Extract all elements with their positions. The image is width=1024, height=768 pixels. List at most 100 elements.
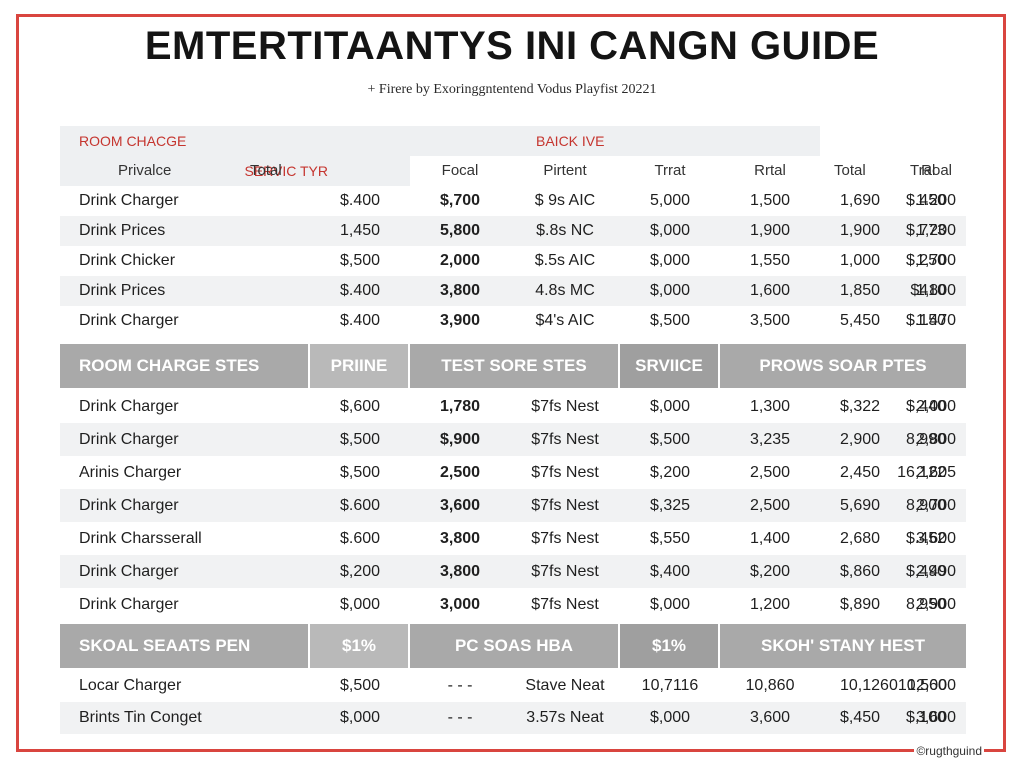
row-value: 1,200 [749, 595, 791, 613]
row-value: 16,122 [897, 463, 946, 481]
header-blank [720, 126, 820, 156]
row-value: 1,450 [310, 216, 410, 246]
row-value: 2,450 [840, 463, 881, 481]
row-value-group: 5,450 $.150 [820, 306, 966, 336]
row-value: $.150 [905, 312, 946, 329]
row-value: $,860 [840, 562, 881, 580]
row-value: 3,800 [410, 276, 510, 306]
row-label: Locar Charger [79, 677, 182, 694]
row-value: 10,7116 [641, 677, 699, 694]
row-label: Drink Charsserall [79, 529, 202, 547]
row-value: 4.8s MC [510, 276, 620, 306]
table-row: Drink Charger $,000 3,000 $7fs Nest $,000 1,2… [60, 588, 966, 621]
row-value: 1,900 [720, 216, 820, 246]
row-value: 10,860 [745, 677, 795, 694]
subheader-pirtent: Pirtent [543, 161, 587, 179]
row-value: $,550 [649, 529, 691, 547]
row-value-group: 2,450 16,122 [820, 456, 966, 489]
row-value: $7fs Nest [531, 529, 599, 547]
row-value: 3.57s Neat [510, 702, 620, 734]
table-row: Drink Chicker $,500 2,000 $.5s AIC $,000 1,55… [60, 246, 966, 276]
row-value: $,500 [339, 677, 381, 694]
section-3-col-pc: PC SOAS HBA [410, 624, 620, 668]
subheader-total-2: Total [834, 161, 866, 179]
row-value: $.5s AIC [534, 252, 596, 269]
row-label: Arinis Charger [79, 463, 182, 481]
row-value: 1,400 [749, 529, 791, 547]
row-value-group: 5,690 8,900 [820, 489, 966, 522]
row-value: 1,780 [439, 397, 481, 415]
row-value: 5,450 [840, 312, 881, 329]
row-value-group: $,450 $,100 [820, 702, 966, 734]
row-value: $,000 [620, 702, 720, 734]
header-service-type: SERVIC TYR [60, 156, 410, 186]
table-row: Drink Charger $.400 3,900 $4's AIC $,500 3,50… [60, 306, 966, 336]
row-value: $,500 [339, 463, 381, 481]
row-value: 2,680 [840, 529, 881, 547]
row-label: Drink Charger [79, 192, 179, 209]
row-value-group: $,890 8,950 [820, 588, 966, 621]
header-blank [410, 126, 510, 156]
row-value: $7fs Nest [531, 463, 599, 481]
table-row: Drink Prices $.400 3,800 4.8s MC $,000 1,600 1… [60, 276, 966, 306]
row-value: $,490 [905, 562, 946, 580]
row-value: $,000 [620, 276, 720, 306]
row-value: $ 9s AIC [534, 192, 596, 209]
section-3-title: SKOAL SEAATS PEN [60, 624, 310, 668]
row-value-group: $,322 $,440 [820, 390, 966, 423]
table-row: Drink Charger $,500 $,900 $7fs Nest $,500 3,2… [60, 423, 966, 456]
row-value: 3,600 [410, 489, 510, 522]
row-value: 1,700 [915, 252, 956, 269]
row-value-group: 1,690 $.450 [820, 186, 966, 216]
row-value: $.600 [310, 489, 410, 522]
table-row: Drink Charger $.600 3,600 $7fs Nest $,325 2,5… [60, 489, 966, 522]
row-value: 2,900 [915, 595, 956, 613]
row-value: $,200 [310, 555, 410, 588]
row-value: 2,700 [915, 496, 956, 514]
table-row: Drink Charger $,600 1,780 $7fs Nest $,000 1,3… [60, 390, 966, 423]
row-value: $.452 [905, 529, 946, 547]
row-value: 10,560 [897, 677, 947, 694]
row-value-group: 2,900 8,990 [820, 423, 966, 456]
section-2-col-service: SRVIICE [620, 344, 720, 388]
row-label: Drink Chicker [79, 252, 176, 269]
row-value: 1,690 [840, 192, 881, 209]
row-value: $,900 [410, 423, 510, 456]
section-3-col-pct: $1% [310, 624, 410, 668]
row-value: 2,490 [915, 562, 956, 580]
table-row: Drink Charsserall $.600 3,800 $7fs Nest $,55… [60, 522, 966, 555]
row-value: $.8s NC [510, 216, 620, 246]
row-value: $,500 [310, 423, 410, 456]
row-value: 12,000 [907, 677, 956, 694]
row-value: $,000 [310, 702, 410, 734]
subheader-focal: Focal [441, 161, 479, 179]
row-value-group: 1,000 $,250 [820, 246, 966, 276]
subheader-trrat: Trrat [654, 161, 686, 179]
row-value-group: 2,680 $.452 [820, 522, 966, 555]
row-value: $.450 [905, 192, 946, 209]
row-value: 1,200 [915, 222, 956, 239]
row-value: $,325 [620, 489, 720, 522]
row-value: $.400 [339, 192, 381, 209]
row-label: Drink Charger [60, 555, 310, 588]
row-value: 1,000 [840, 252, 881, 269]
row-value: 3,800 [410, 555, 510, 588]
row-label: Drink Charger [60, 489, 310, 522]
row-value: 1,500 [749, 192, 791, 209]
row-value: 3,500 [749, 312, 791, 329]
row-value: 2,800 [915, 430, 956, 448]
row-value: 1,850 [840, 282, 881, 299]
row-value: $,200 [649, 463, 691, 481]
row-value: 5,000 [649, 192, 691, 209]
row-value: 3,600 [915, 529, 956, 547]
page-frame [16, 14, 1006, 752]
row-value: 2,500 [749, 463, 791, 481]
row-value: 8,990 [905, 430, 946, 448]
row-label: Drink Charger [60, 423, 310, 456]
row-value: $,000 [649, 252, 691, 269]
row-value: 3,800 [439, 529, 481, 547]
row-value: $,500 [649, 312, 691, 329]
subheader-group: Total Roal [820, 156, 966, 184]
row-value: 5,800 [410, 216, 510, 246]
row-value: 2,500 [439, 463, 481, 481]
